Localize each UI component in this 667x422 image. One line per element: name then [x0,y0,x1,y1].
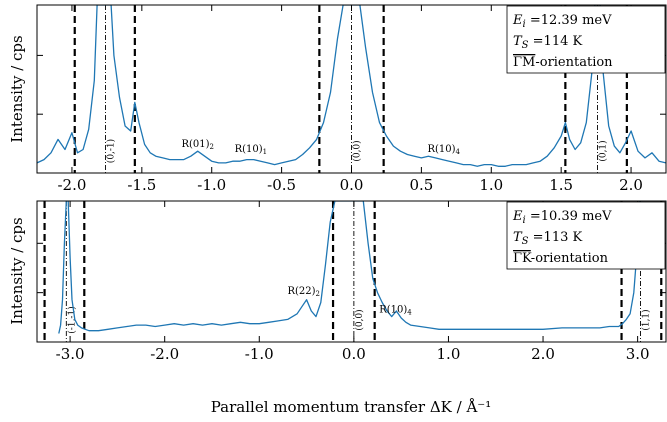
top-reflex-label: (0,1) [598,140,609,161]
bottom-ticks: -3.0 -2.0 -1.0 0.0 1.0 2.0 3.0 [37,201,666,363]
top-annotation: R(10)1 [235,144,268,156]
panel-bottom: (-1,-1) (0,0) (1,1) R(22)2 R(10)4 -3.0 -2.0 -1… [36,200,667,363]
top-annotation: R(01)2 [181,139,214,151]
top-series-line [37,5,666,167]
top-legend-line: Ei =12.39 meV [512,13,612,30]
top-reflex-label: (0,-1) [105,139,116,163]
bottom-xtick-label: 2.0 [531,345,555,363]
top-axes-frame [36,4,667,174]
x-axis-label: Parallel momentum transfer ΔK / Å⁻¹ [211,398,491,416]
top-annotation: R(10)4 [427,144,460,156]
top-xtick-label: -1.5 [127,176,156,194]
bottom-legend-line: TS =113 K [513,230,583,247]
bottom-xtick-label: 0.0 [342,345,366,363]
bottom-axes-frame [36,200,667,343]
bottom-reflex-label: (0,0) [354,309,365,330]
bottom-xtick-label: 3.0 [626,345,650,363]
top-legend-line: TS =114 K [513,34,583,51]
bottom-reflex-label: (1,1) [640,309,651,330]
top-xtick-label: -1.0 [197,176,226,194]
bottom-xtick-label: -3.0 [56,345,85,363]
top-ticks: -2.0 -1.5 -1.0 -0.5 0.0 0.5 1.0 1.5 2.0 [37,5,666,194]
bottom-annotation: R(10)4 [379,304,412,316]
top-reflex-label: (0,0) [352,140,363,161]
top-ylabel: Intensity / cps [8,35,26,142]
bottom-xtick-label: -2.0 [150,345,179,363]
top-xtick-label: -2.0 [57,176,86,194]
top-marks: (0,-1) (0,0) (0,1) R(01)2 R(10)1 R(10)4 [36,4,667,173]
top-legend: Ei =12.39 meV TS =114 K ΓM-orientation [506,5,666,74]
top-xtick-label: 2.0 [619,176,643,194]
top-xtick-label: -0.5 [267,176,296,194]
top-legend-box [506,5,666,74]
bottom-legend-box [506,201,666,270]
bottom-xtick-label: 1.0 [437,345,461,363]
bottom-xtick-label: -1.0 [245,345,274,363]
top-xtick-label: 1.0 [479,176,503,194]
top-legend-line: ΓM-orientation [513,55,613,70]
bottom-reflex-label: (-1,-1) [66,306,77,333]
bottom-ylabel: Intensity / cps [8,217,26,324]
bottom-legend-line: ΓK-orientation [513,251,609,266]
bottom-legend: Ei =10.39 meV TS =113 K ΓK-orientation [506,201,666,270]
top-xtick-label: 1.5 [549,176,573,194]
bottom-annotation: R(22)2 [287,286,320,298]
top-xtick-label: 0.0 [340,176,364,194]
top-xtick-label: 0.5 [409,176,433,194]
bottom-legend-line: Ei =10.39 meV [512,209,612,226]
panel-top: (0,-1) (0,0) (0,1)R(01)2 R(10)1 R(10)4 -2.0-… [36,4,667,194]
